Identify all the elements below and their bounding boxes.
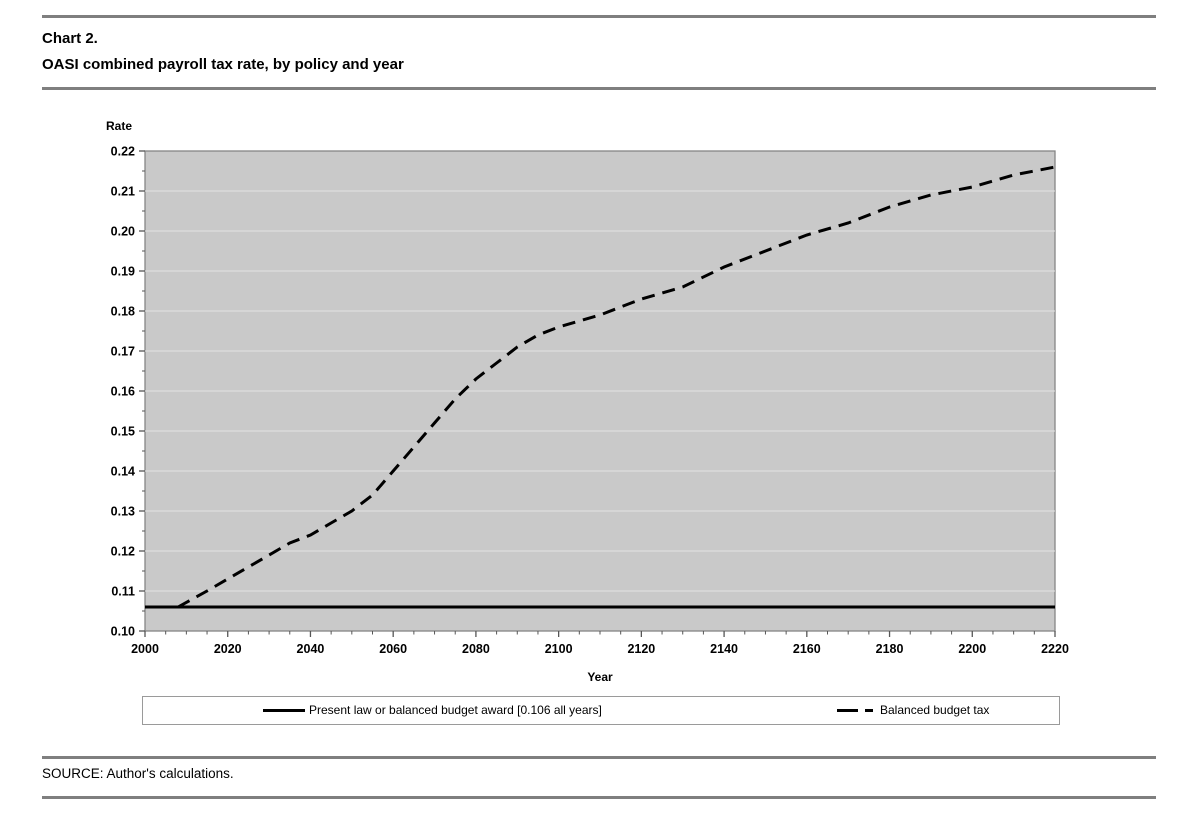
y-tick-label: 0.21 bbox=[111, 185, 135, 199]
legend-dashed-line-swatch bbox=[837, 709, 858, 712]
x-tick-label: 2140 bbox=[710, 642, 738, 656]
chart-title: OASI combined payroll tax rate, by polic… bbox=[42, 56, 404, 73]
x-tick-label: 2120 bbox=[627, 642, 655, 656]
y-tick-label: 0.14 bbox=[111, 465, 135, 479]
title-divider-rule bbox=[42, 87, 1156, 90]
x-tick-label: 2160 bbox=[793, 642, 821, 656]
x-tick-label: 2060 bbox=[379, 642, 407, 656]
legend-label-balanced-budget-tax: Balanced budget tax bbox=[880, 703, 990, 717]
source-divider-rule-bottom bbox=[42, 796, 1156, 799]
x-tick-label: 2000 bbox=[131, 642, 159, 656]
y-tick-label: 0.11 bbox=[111, 585, 135, 599]
chart-plot: 0.22 0.21 0.20 0.19 0.18 0.17 0.16 0.15 0.14 0.13… bbox=[111, 145, 1069, 657]
y-tick-label: 0.20 bbox=[111, 225, 135, 239]
legend-label-present-law: Present law or balanced budget award [0.… bbox=[309, 703, 602, 717]
x-tick-label: 2020 bbox=[214, 642, 242, 656]
y-tick-label: 0.15 bbox=[111, 425, 135, 439]
y-tick-label: 0.22 bbox=[111, 145, 135, 159]
x-axis-title: Year bbox=[587, 670, 613, 684]
y-tick-label: 0.16 bbox=[111, 385, 135, 399]
source-note: SOURCE: Author's calculations. bbox=[42, 766, 234, 781]
y-tick-label: 0.18 bbox=[111, 305, 135, 319]
legend: Present law or balanced budget award [0.… bbox=[142, 696, 1060, 725]
legend-dashed-line-swatch bbox=[865, 709, 873, 712]
y-tick-label: 0.19 bbox=[111, 265, 135, 279]
x-tick-label: 2040 bbox=[297, 642, 325, 656]
x-tick-label: 2180 bbox=[876, 642, 904, 656]
source-divider-rule-top bbox=[42, 756, 1156, 759]
series-balanced-budget-tax bbox=[177, 165, 1056, 609]
y-tick-label: 0.13 bbox=[111, 505, 135, 519]
top-rule bbox=[42, 15, 1156, 18]
chart-title-block: Chart 2. OASI combined payroll tax rate,… bbox=[42, 26, 404, 78]
x-tick-label: 2220 bbox=[1041, 642, 1069, 656]
y-axis-title: Rate bbox=[106, 119, 133, 133]
y-tick-label: 0.17 bbox=[111, 345, 135, 359]
x-tick-label: 2100 bbox=[545, 642, 573, 656]
chart-number: Chart 2. bbox=[42, 30, 98, 47]
legend-solid-line-swatch bbox=[263, 709, 305, 712]
y-tick-label: 0.10 bbox=[111, 625, 135, 639]
x-tick-label: 2200 bbox=[958, 642, 986, 656]
y-tick-label: 0.12 bbox=[111, 545, 135, 559]
x-tick-label: 2080 bbox=[462, 642, 490, 656]
